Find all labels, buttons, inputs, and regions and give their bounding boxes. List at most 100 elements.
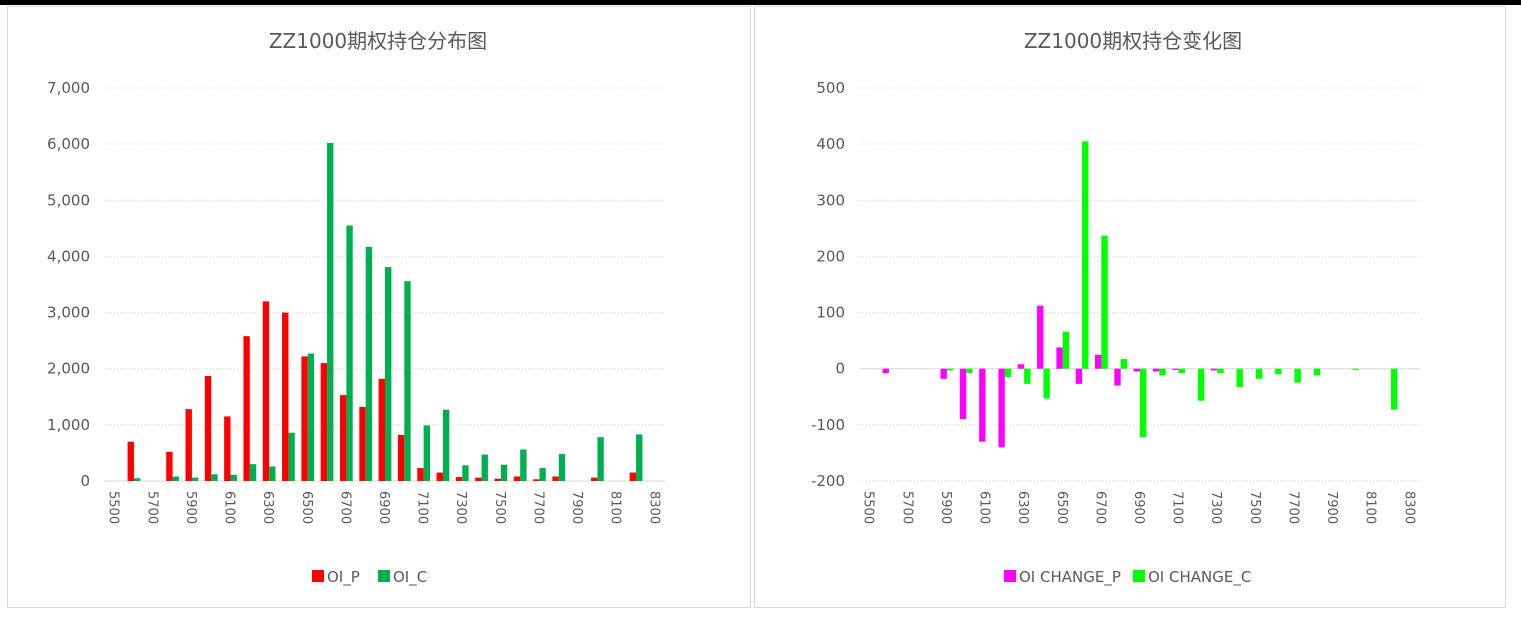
bar — [166, 451, 173, 481]
bar — [249, 464, 257, 481]
bar — [998, 368, 1005, 448]
y-tick-label: 7,000 — [47, 79, 90, 97]
bar — [346, 225, 353, 481]
x-tick-label: 7500 — [492, 491, 507, 524]
y-tick-label: 0 — [835, 360, 845, 378]
bar — [533, 479, 540, 481]
y-tick-label: 6,000 — [47, 135, 90, 153]
bar — [404, 281, 411, 481]
x-tick-label: 7700 — [530, 491, 545, 524]
bar — [520, 449, 527, 481]
bar — [340, 395, 347, 481]
y-tick-label: 3,000 — [47, 304, 90, 322]
bar — [940, 368, 947, 379]
bar — [1120, 359, 1128, 369]
bar — [288, 432, 295, 481]
bar — [397, 434, 405, 481]
bar — [1075, 368, 1083, 384]
legend-swatch — [1004, 570, 1016, 582]
bar — [475, 477, 482, 481]
bar — [1037, 305, 1044, 369]
right-panel — [754, 6, 1506, 608]
bar — [442, 409, 450, 481]
legend-label: OI CHANGE_C — [1148, 568, 1251, 587]
bar — [191, 477, 199, 481]
bar — [133, 478, 141, 481]
x-tick-label: 7500 — [1247, 491, 1262, 524]
x-tick-label: 5900 — [938, 491, 953, 524]
x-tick-label: 6300 — [1015, 491, 1030, 524]
bar — [1172, 368, 1179, 370]
bar — [301, 356, 308, 481]
x-tick-label: 7900 — [1324, 491, 1339, 524]
x-tick-label: 5700 — [144, 491, 159, 524]
bar — [1004, 368, 1012, 378]
bar — [172, 476, 179, 481]
legend-swatch — [1133, 570, 1145, 582]
bar — [185, 409, 192, 481]
bar — [597, 437, 604, 481]
bar — [959, 368, 967, 420]
bar — [307, 353, 315, 481]
x-tick-label: 6500 — [1054, 491, 1069, 524]
x-tick-label: 7300 — [453, 491, 468, 524]
y-tick-label: 0 — [80, 472, 90, 490]
x-tick-label: 8100 — [608, 491, 623, 524]
x-tick-label: 6900 — [376, 491, 391, 524]
legend-label: OI CHANGE_P — [1019, 568, 1121, 587]
bar — [385, 267, 392, 481]
bar — [230, 474, 237, 481]
bar — [282, 312, 289, 481]
x-tick-label: 6700 — [1092, 491, 1107, 524]
x-tick-label: 5700 — [899, 491, 914, 524]
bar — [1210, 368, 1218, 371]
bar — [1217, 368, 1224, 374]
bar — [882, 368, 889, 374]
bar — [1043, 368, 1050, 399]
bar — [1294, 368, 1301, 383]
bar — [211, 474, 218, 481]
bar — [1095, 354, 1102, 369]
x-tick-label: 6900 — [1131, 491, 1146, 524]
bar — [1133, 368, 1140, 372]
bar — [224, 416, 231, 481]
bar — [946, 368, 954, 371]
bar — [327, 143, 334, 481]
legend-swatch — [378, 570, 390, 582]
bar — [481, 454, 488, 481]
bar — [1101, 235, 1108, 369]
x-tick-label: 5900 — [183, 491, 198, 524]
bar — [500, 464, 508, 481]
bar — [539, 468, 546, 481]
bar — [1275, 368, 1282, 375]
bar — [1197, 368, 1205, 401]
bar — [979, 368, 986, 442]
y-tick-label: 2,000 — [47, 360, 90, 378]
bar — [365, 246, 373, 481]
x-tick-label: 8100 — [1363, 491, 1378, 524]
y-tick-label: 1,000 — [47, 416, 90, 434]
bar — [591, 477, 598, 481]
bar — [494, 478, 501, 481]
bar — [1082, 141, 1089, 369]
bar — [552, 476, 559, 481]
top-bar — [0, 0, 1521, 5]
y-tick-label: -200 — [811, 472, 845, 490]
bar — [243, 336, 250, 481]
x-tick-label: 7100 — [1170, 491, 1185, 524]
bar — [417, 468, 424, 481]
bar — [1024, 368, 1031, 384]
x-tick-label: 8300 — [646, 491, 661, 524]
y-tick-label: 300 — [816, 191, 845, 209]
bar — [629, 472, 637, 481]
chart-title: ZZ1000期权持仓分布图 — [269, 29, 487, 53]
bar — [1114, 368, 1121, 386]
bar — [1159, 368, 1166, 376]
bar — [423, 425, 430, 481]
legend-label: OI_P — [327, 568, 360, 587]
x-tick-label: 6300 — [260, 491, 275, 524]
legend-label: OI_C — [393, 568, 427, 587]
y-tick-label: 4,000 — [47, 247, 90, 265]
left-panel — [7, 6, 751, 608]
